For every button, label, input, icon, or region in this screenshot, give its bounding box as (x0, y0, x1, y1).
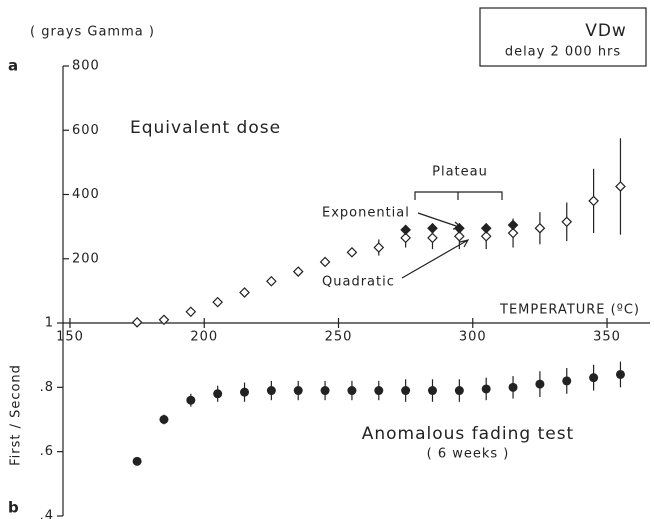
diamond-marker (453, 222, 465, 234)
dot-marker (589, 373, 599, 383)
diamond-marker (507, 219, 519, 231)
panel-subtitle: ( 6 weeks ) (427, 447, 510, 462)
arrow (417, 212, 464, 230)
plateau-label: Plateau (432, 165, 488, 180)
dot-marker (401, 386, 411, 396)
diamond-marker (373, 242, 385, 253)
x-tick-label: 300 (459, 330, 487, 345)
diamond-marker (292, 266, 304, 277)
y-tick-label: 400 (72, 187, 100, 202)
annotation: Exponential (322, 206, 410, 221)
y-tick-label: .4 (40, 509, 54, 519)
y-tick-label: 800 (72, 59, 100, 74)
x-tick-label: 150 (56, 330, 84, 345)
dot-marker (535, 379, 545, 389)
dot-marker (240, 387, 250, 397)
diamond-marker (480, 222, 492, 234)
diamond-marker (615, 181, 626, 192)
x-tick-label: 200 (190, 330, 218, 345)
dot-marker (562, 376, 572, 386)
diamond-marker (346, 246, 358, 258)
diamond-marker (266, 275, 277, 287)
panel-title: Anomalous fading test (362, 424, 574, 444)
dot-marker (320, 386, 330, 396)
dot-marker (427, 386, 437, 396)
dot-marker (481, 384, 491, 394)
info-box (479, 7, 647, 67)
dot-marker (508, 382, 518, 392)
dot-marker (132, 456, 142, 466)
dot-marker (266, 386, 276, 396)
y-tick-label: 200 (72, 251, 100, 266)
y-tick-label: .8 (40, 380, 54, 395)
diamond-marker (507, 227, 519, 239)
y-tick-label: 1 (45, 316, 54, 331)
diamond-marker (319, 256, 331, 268)
dot-marker (186, 395, 196, 405)
x-tick-label: 250 (325, 330, 353, 345)
diamond-marker (400, 224, 411, 236)
dot-marker (159, 415, 169, 424)
diamond-marker (185, 306, 197, 318)
diamond-marker (131, 317, 143, 328)
panel-title: Equivalent dose (130, 118, 281, 138)
diamond-marker (534, 222, 546, 234)
x-tick-label: 350 (593, 330, 621, 345)
x-axis-label: TEMPERATURE (ºC) (499, 303, 640, 318)
dot-marker (347, 386, 357, 396)
dot-marker (615, 369, 625, 379)
arrow (401, 239, 470, 279)
y-axis-label: ( grays Gamma ) (30, 25, 155, 40)
dot-marker (454, 386, 464, 396)
panel-label: a (8, 57, 19, 75)
y-tick-label: .6 (40, 444, 54, 459)
diamond-marker (561, 216, 573, 228)
diamond-marker (588, 195, 599, 207)
diamond-marker (427, 222, 438, 234)
plateau-bracket (414, 191, 503, 200)
panel-label: b (8, 499, 20, 517)
diamond-marker (453, 230, 465, 242)
annotation: Quadratic (322, 275, 395, 290)
delay-label: delay 2 000 hrs (505, 45, 621, 60)
sample-label: VDw (585, 21, 627, 41)
diamond-marker (158, 314, 170, 326)
y-axis-label: First / Second (9, 364, 24, 466)
diamond-marker (427, 232, 438, 244)
y-tick-label: 600 (72, 123, 100, 138)
diamond-marker (212, 296, 224, 308)
diamond-marker (239, 287, 250, 298)
diamond-marker (400, 232, 411, 244)
dot-marker (213, 389, 223, 399)
dot-marker (374, 386, 384, 396)
diamond-marker (480, 230, 492, 242)
dot-marker (293, 386, 303, 396)
